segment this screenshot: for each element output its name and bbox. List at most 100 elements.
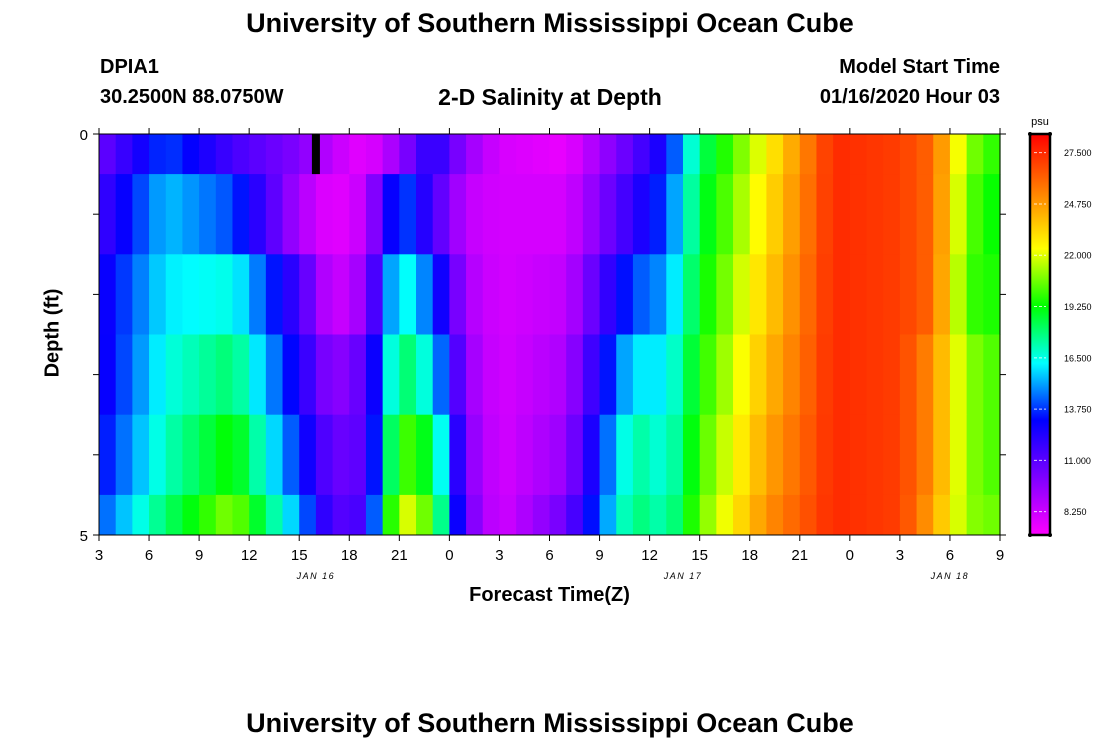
x-tick-label: 3 bbox=[95, 547, 103, 564]
heatmap-cell bbox=[282, 174, 300, 255]
x-tick-label: 9 bbox=[996, 547, 1004, 564]
heatmap-cell bbox=[482, 254, 501, 335]
model-start-time: 01/16/2020 Hour 03 bbox=[819, 86, 1000, 108]
heatmap-cell bbox=[299, 254, 317, 335]
heatmap-cell bbox=[799, 494, 818, 536]
heatmap-cell bbox=[532, 494, 551, 536]
heatmap-cell bbox=[416, 334, 434, 416]
heatmap-cell bbox=[132, 494, 150, 536]
heatmap-cell bbox=[816, 174, 834, 255]
heatmap-cell bbox=[566, 414, 584, 496]
heatmap-cell bbox=[149, 254, 167, 335]
heatmap-cell bbox=[466, 254, 484, 335]
date-label: JAN 16 bbox=[296, 571, 336, 581]
heatmap-cell bbox=[182, 414, 200, 496]
heatmap-cell bbox=[232, 134, 250, 175]
heatmap-cell bbox=[666, 494, 684, 536]
heatmap-cell bbox=[716, 334, 734, 416]
heatmap-cell bbox=[783, 134, 801, 175]
heatmap-cell bbox=[783, 254, 801, 335]
colorbar-tick-label: 24.750 bbox=[1064, 199, 1092, 209]
heatmap-cell bbox=[899, 334, 918, 416]
heatmap-cell bbox=[616, 334, 634, 416]
heatmap-cell bbox=[933, 134, 951, 175]
footer-title: University of Southern Mississippi Ocean… bbox=[246, 708, 854, 738]
heatmap-cell bbox=[966, 174, 984, 255]
heatmap-cell bbox=[733, 134, 751, 175]
heatmap-cell bbox=[232, 334, 250, 416]
heatmap-cell bbox=[99, 494, 117, 536]
heatmap-cell bbox=[249, 134, 267, 175]
heatmap-cell bbox=[783, 174, 801, 255]
y-tick-label: 0 bbox=[80, 127, 88, 144]
heatmap-cell bbox=[299, 334, 317, 416]
x-tick-label: 6 bbox=[545, 547, 553, 564]
heatmap-cell bbox=[232, 494, 250, 536]
x-tick-label: 12 bbox=[641, 547, 658, 564]
heatmap-cell bbox=[165, 174, 184, 255]
heatmap-cell bbox=[416, 174, 434, 255]
heatmap-cell bbox=[432, 174, 450, 255]
heatmap-cell bbox=[632, 254, 651, 335]
heatmap-cell bbox=[566, 254, 584, 335]
heatmap-cell bbox=[733, 254, 751, 335]
heatmap-cell bbox=[466, 414, 484, 496]
heatmap-cell bbox=[866, 334, 884, 416]
heatmap-cell bbox=[516, 494, 534, 536]
heatmap-cell bbox=[382, 254, 400, 335]
heatmap-cell bbox=[365, 414, 384, 496]
heatmap-cell bbox=[833, 134, 851, 175]
heatmap-cell bbox=[916, 334, 934, 416]
heatmap-cell bbox=[766, 174, 784, 255]
heatmap-cell bbox=[716, 134, 734, 175]
heatmap-cell bbox=[199, 414, 217, 496]
heatmap-cell bbox=[365, 174, 384, 255]
heatmap-cell bbox=[249, 334, 267, 416]
heatmap-cell bbox=[883, 334, 901, 416]
heatmap-cell bbox=[766, 334, 784, 416]
heatmap-cell bbox=[883, 254, 901, 335]
heatmap-cell bbox=[632, 494, 651, 536]
heatmap-cell bbox=[833, 494, 851, 536]
heatmap-cell bbox=[282, 254, 300, 335]
heatmap-cell bbox=[232, 254, 250, 335]
page-title: University of Southern Mississippi Ocean… bbox=[246, 8, 854, 38]
heatmap-cell bbox=[382, 174, 400, 255]
heatmap-cell bbox=[599, 494, 617, 536]
colorbar-corner bbox=[1028, 132, 1032, 136]
heatmap-cell bbox=[332, 134, 350, 175]
heatmap-cell bbox=[499, 414, 517, 496]
heatmap-cell bbox=[516, 254, 534, 335]
heatmap-cell bbox=[482, 414, 501, 496]
heatmap-cell bbox=[99, 174, 117, 255]
colorbar-bar bbox=[1028, 132, 1052, 537]
heatmap-cell bbox=[315, 334, 334, 416]
heatmap-cell bbox=[99, 334, 117, 416]
heatmap-cell bbox=[849, 334, 868, 416]
heatmap-cell bbox=[399, 134, 417, 175]
heatmap-cell bbox=[149, 174, 167, 255]
heatmap-cell bbox=[766, 494, 784, 536]
heatmap-cell bbox=[699, 414, 717, 496]
heatmap-cell bbox=[616, 414, 634, 496]
heatmap-cell bbox=[766, 254, 784, 335]
colorbar-unit: psu bbox=[1031, 116, 1049, 128]
heatmap-cell bbox=[649, 334, 667, 416]
heatmap-cell bbox=[682, 414, 701, 496]
heatmap-cell bbox=[115, 334, 133, 416]
heatmap-cell bbox=[916, 494, 934, 536]
heatmap-cell bbox=[499, 134, 517, 175]
heatmap-cell bbox=[132, 174, 150, 255]
colorbar-corner bbox=[1048, 132, 1052, 136]
heatmap-cell bbox=[532, 254, 551, 335]
heatmap-cell bbox=[149, 414, 167, 496]
heatmap-cell bbox=[416, 134, 434, 175]
heatmap-cell bbox=[899, 254, 918, 335]
heatmap-cell bbox=[899, 414, 918, 496]
heatmap-cell bbox=[349, 494, 367, 536]
heatmap-cell bbox=[866, 254, 884, 335]
heatmap-cell bbox=[132, 134, 150, 175]
heatmap-cell bbox=[432, 494, 450, 536]
heatmap-cell bbox=[516, 134, 534, 175]
